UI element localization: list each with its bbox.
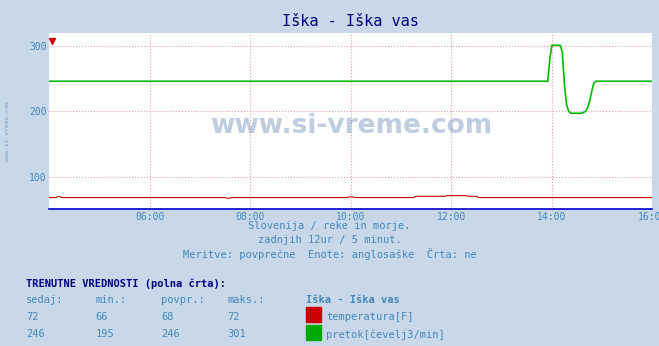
Text: TRENUTNE VREDNOSTI (polna črta):: TRENUTNE VREDNOSTI (polna črta): (26, 279, 226, 289)
Text: 66: 66 (96, 312, 108, 322)
Text: 72: 72 (26, 312, 39, 322)
Text: maks.:: maks.: (227, 295, 265, 305)
Text: 68: 68 (161, 312, 174, 322)
Text: pretok[čevelj3/min]: pretok[čevelj3/min] (326, 329, 445, 340)
Text: 301: 301 (227, 329, 246, 339)
Text: 246: 246 (26, 329, 45, 339)
Text: sedaj:: sedaj: (26, 295, 64, 305)
Text: Iška - Iška vas: Iška - Iška vas (306, 295, 400, 305)
Text: min.:: min.: (96, 295, 127, 305)
Text: 72: 72 (227, 312, 240, 322)
Text: Meritve: povprečne  Enote: anglosaške  Črta: ne: Meritve: povprečne Enote: anglosaške Črt… (183, 248, 476, 260)
Text: temperatura[F]: temperatura[F] (326, 312, 414, 322)
Text: Slovenija / reke in morje.: Slovenija / reke in morje. (248, 221, 411, 231)
Text: 195: 195 (96, 329, 114, 339)
Title: Iška - Iška vas: Iška - Iška vas (283, 14, 419, 29)
Text: www.si-vreme.com: www.si-vreme.com (210, 113, 492, 139)
Text: povpr.:: povpr.: (161, 295, 205, 305)
Text: zadnjih 12ur / 5 minut.: zadnjih 12ur / 5 minut. (258, 235, 401, 245)
Text: www.si-vreme.com: www.si-vreme.com (5, 101, 11, 162)
Text: 246: 246 (161, 329, 180, 339)
